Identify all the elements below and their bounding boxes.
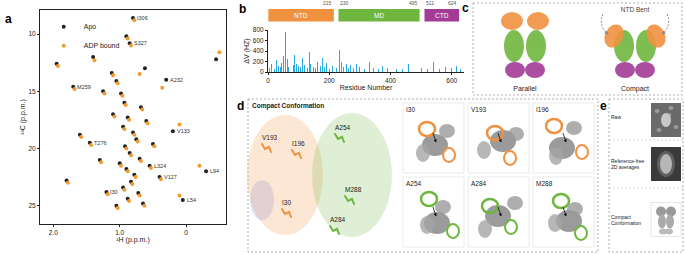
svg-text:V127: V127: [164, 174, 177, 180]
svg-text:L54: L54: [187, 197, 196, 203]
svg-text:25: 25: [28, 202, 36, 209]
svg-text:Compact: Compact: [621, 85, 649, 93]
svg-text:A284: A284: [471, 180, 487, 187]
svg-text:200: 200: [253, 58, 264, 65]
svg-text:I30: I30: [282, 199, 291, 206]
svg-text:800: 800: [253, 26, 264, 33]
svg-text:I30: I30: [110, 189, 118, 195]
svg-text:0: 0: [266, 77, 270, 84]
svg-text:A254: A254: [406, 180, 422, 187]
svg-text:e: e: [600, 99, 607, 113]
svg-text:A284: A284: [330, 216, 346, 223]
svg-text:V133: V133: [177, 128, 190, 134]
svg-text:0: 0: [184, 229, 188, 236]
svg-text:15: 15: [28, 88, 36, 95]
svg-text:624: 624: [448, 0, 457, 6]
svg-text:T276: T276: [94, 140, 107, 146]
svg-text:A232: A232: [170, 77, 183, 83]
svg-text:NTD: NTD: [294, 12, 308, 19]
svg-text:495: 495: [409, 0, 418, 6]
svg-text:NTD Bent: NTD Bent: [621, 6, 650, 13]
svg-text:215: 215: [323, 0, 332, 6]
svg-text:I306: I306: [137, 15, 148, 21]
svg-text:¹H (p.p.m.): ¹H (p.p.m.): [116, 236, 149, 244]
svg-text:M288: M288: [345, 186, 362, 193]
svg-text:I30: I30: [406, 106, 415, 113]
svg-text:S327: S327: [134, 40, 147, 46]
svg-text:600: 600: [446, 77, 457, 84]
svg-text:0: 0: [260, 68, 264, 75]
svg-text:A254: A254: [335, 124, 351, 131]
svg-text:20: 20: [28, 145, 36, 152]
svg-text:ADP bound: ADP bound: [84, 42, 120, 49]
svg-text:511: 511: [426, 0, 434, 6]
html-text:Compact Conformation: Compact Conformation: [611, 213, 641, 226]
svg-text:Compact Conformation: Compact Conformation: [252, 102, 324, 110]
svg-text:2.0: 2.0: [49, 229, 58, 236]
svg-text:ΔV (HZ): ΔV (HZ): [243, 38, 251, 63]
svg-text:I196: I196: [292, 140, 305, 147]
svg-text:V193: V193: [471, 106, 487, 113]
svg-text:CTD: CTD: [435, 12, 449, 19]
svg-text:b: b: [239, 2, 246, 16]
svg-text:400: 400: [385, 77, 396, 84]
svg-text:V193: V193: [262, 134, 278, 141]
svg-text:Parallel: Parallel: [513, 85, 537, 92]
svg-text:a: a: [5, 12, 12, 26]
svg-text:L94: L94: [210, 168, 219, 174]
svg-text:200: 200: [324, 77, 335, 84]
svg-text:400: 400: [253, 47, 264, 54]
svg-text:10: 10: [28, 30, 36, 37]
svg-text:600: 600: [253, 37, 264, 44]
svg-text:230: 230: [340, 0, 349, 6]
html-text:Raw: Raw: [611, 114, 621, 120]
svg-text:L324: L324: [154, 163, 166, 169]
svg-text:d: d: [237, 99, 244, 113]
svg-text:M288: M288: [536, 180, 553, 187]
svg-text:Residue Number: Residue Number: [340, 84, 393, 91]
svg-text:I196: I196: [536, 106, 549, 113]
svg-text:c: c: [462, 1, 469, 15]
html-text:Reference-free 2D averages: Reference-free 2D averages: [611, 158, 645, 170]
svg-text:¹³C (p.p.m.): ¹³C (p.p.m.): [19, 99, 27, 135]
svg-text:1.0: 1.0: [115, 229, 124, 236]
svg-text:Apo: Apo: [84, 23, 97, 31]
svg-text:MD: MD: [374, 12, 384, 19]
svg-text:M259: M259: [77, 84, 91, 90]
